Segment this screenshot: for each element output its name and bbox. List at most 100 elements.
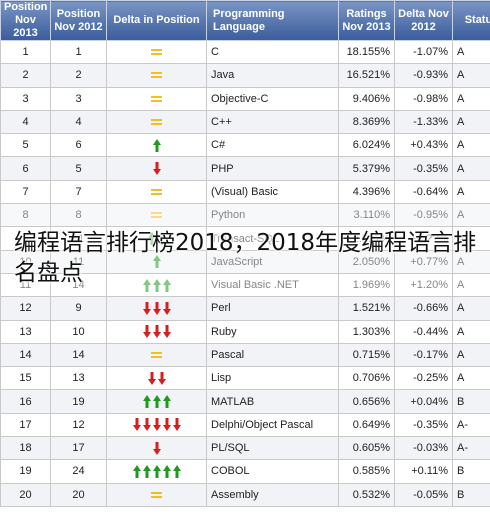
cell-position-2012: 3 (50, 86, 107, 111)
cell-position-2013: 4 (0, 109, 51, 135)
arrow-down-icon (142, 418, 151, 432)
arrow-up-icon (172, 464, 181, 478)
cell-position-2013: 1 (0, 39, 51, 65)
cell-position-2012: 20 (50, 482, 107, 507)
table-row[interactable]: 15 13 Lisp 0.706% -0.25% A (0, 366, 490, 391)
cell-language: Python (206, 203, 339, 228)
cell-language: Java (206, 63, 339, 88)
cell-language: Assembly (206, 482, 339, 507)
table-row[interactable]: 11 14 Visual Basic .NET 1.969% +1.20% A (0, 272, 490, 298)
table-row[interactable]: 10 11 JavaScript 2.050% +0.77% A (0, 249, 490, 274)
table-row[interactable]: 1 1 C 18.155% -1.07% A (0, 39, 490, 65)
cell-delta-position (106, 459, 207, 484)
arrow-down-icon (162, 418, 171, 432)
table-row[interactable]: 8 8 Python 3.110% -0.95% A (0, 203, 490, 228)
cell-position-2013: 15 (0, 366, 51, 391)
cell-rating: 0.649% (338, 412, 395, 438)
cell-language: JavaScript (206, 249, 339, 274)
cell-position-2012: 13 (50, 366, 107, 391)
cell-rating: 0.605% (338, 436, 395, 461)
cell-language: (Visual) Basic (206, 179, 339, 205)
cell-delta-rating: +0.43% (394, 133, 453, 158)
arrow-up-icon (142, 278, 151, 292)
cell-delta-rating: -0.03% (394, 436, 453, 461)
cell-status: A (452, 342, 490, 368)
arrow-up-icon (162, 395, 171, 409)
cell-position-2013: 7 (0, 179, 51, 205)
table-row[interactable]: 2 2 Java 16.521% -0.93% A (0, 63, 490, 88)
cell-position-2012: 14 (50, 272, 107, 298)
cell-rating: 6.024% (338, 133, 395, 158)
cell-position-2012: 12 (50, 412, 107, 438)
equal-icon (151, 212, 162, 219)
table-row[interactable]: 14 14 Pascal 0.715% -0.17% A (0, 342, 490, 368)
cell-delta-position (106, 272, 207, 298)
header-status[interactable]: Status (452, 0, 490, 41)
cell-position-2013: 9 (0, 226, 51, 251)
table-row[interactable]: 5 6 C# 6.024% +0.43% A (0, 133, 490, 158)
cell-position-2012: 24 (50, 459, 107, 484)
table-row[interactable]: 19 24 COBOL 0.585% +0.11% B (0, 459, 490, 484)
table-row[interactable]: 6 5 PHP 5.379% -0.35% A (0, 156, 490, 181)
cell-language: PL/SQL (206, 436, 339, 461)
table-row[interactable]: 9 11 Transact-SQL 2.521% +0.??% A (0, 226, 490, 251)
cell-position-2013: 13 (0, 319, 51, 344)
cell-delta-position (106, 412, 207, 438)
equal-icon (151, 119, 162, 126)
cell-delta-position (106, 436, 207, 461)
cell-delta-position (106, 133, 207, 158)
table-row[interactable]: 7 7 (Visual) Basic 4.396% -0.64% A (0, 179, 490, 205)
cell-delta-position (106, 389, 207, 414)
arrow-down-icon (162, 325, 171, 339)
cell-delta-rating: +0.04% (394, 389, 453, 414)
cell-position-2012: 17 (50, 436, 107, 461)
cell-rating: 0.715% (338, 342, 395, 368)
header-delta-rating[interactable]: Delta Nov 2012 (394, 0, 453, 41)
cell-status: A (452, 39, 490, 65)
cell-delta-position (106, 366, 207, 391)
arrow-down-icon (152, 325, 161, 339)
table-row[interactable]: 18 17 PL/SQL 0.605% -0.03% A- (0, 436, 490, 461)
table-row[interactable]: 3 3 Objective-C 9.406% -0.98% A (0, 86, 490, 111)
cell-status: A (452, 319, 490, 344)
header-delta-position[interactable]: Delta in Position (106, 0, 207, 41)
cell-language: C# (206, 133, 339, 158)
table-row[interactable]: 17 12 Delphi/Object Pascal 0.649% -0.35% A- (0, 412, 490, 438)
cell-status: B (452, 482, 490, 507)
cell-rating: 1.969% (338, 272, 395, 298)
cell-position-2012: 6 (50, 133, 107, 158)
arrow-up-icon (132, 464, 141, 478)
cell-status: A (452, 63, 490, 88)
arrow-up-icon (152, 395, 161, 409)
cell-position-2012: 1 (50, 39, 107, 65)
header-position-2013[interactable]: Position Nov 2013 (0, 0, 51, 41)
cell-language: Transact-SQL (206, 226, 339, 251)
cell-position-2012: 2 (50, 63, 107, 88)
table-row[interactable]: 4 4 C++ 8.369% -1.33% A (0, 109, 490, 135)
cell-status: B (452, 459, 490, 484)
cell-language: Visual Basic .NET (206, 272, 339, 298)
cell-language: Pascal (206, 342, 339, 368)
table-row[interactable]: 12 9 Perl 1.521% -0.66% A (0, 296, 490, 321)
table-row[interactable]: 16 19 MATLAB 0.656% +0.04% B (0, 389, 490, 414)
arrow-down-icon (152, 441, 161, 455)
header-language[interactable]: Programming Language (206, 0, 339, 41)
cell-delta-position (106, 156, 207, 181)
cell-position-2013: 11 (0, 272, 51, 298)
cell-status: A (452, 249, 490, 274)
cell-status: A (452, 133, 490, 158)
cell-delta-rating: -0.64% (394, 179, 453, 205)
header-ratings[interactable]: Ratings Nov 2013 (338, 0, 395, 41)
cell-delta-position (106, 109, 207, 135)
equal-icon (151, 72, 162, 79)
cell-position-2012: 4 (50, 109, 107, 135)
cell-rating: 3.110% (338, 203, 395, 228)
header-position-2012[interactable]: Position Nov 2012 (50, 0, 107, 41)
cell-delta-position (106, 249, 207, 274)
arrow-up-icon (157, 232, 166, 246)
arrow-up-icon (147, 232, 156, 246)
arrow-down-icon (152, 301, 161, 315)
table-row[interactable]: 20 20 Assembly 0.532% -0.05% B (0, 482, 490, 507)
cell-rating: 16.521% (338, 63, 395, 88)
table-row[interactable]: 13 10 Ruby 1.303% -0.44% A (0, 319, 490, 344)
